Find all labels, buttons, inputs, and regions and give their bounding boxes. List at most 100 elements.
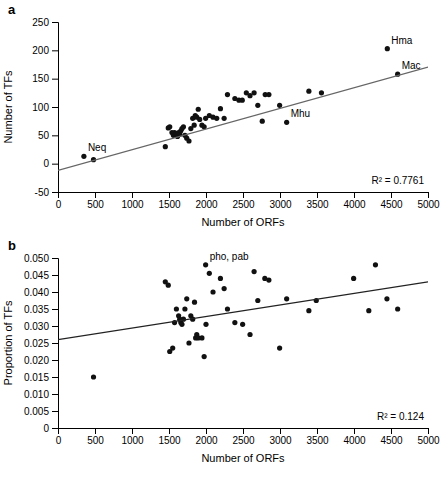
x-tick-label: 1000	[121, 435, 144, 446]
x-axis-title: Number of ORFs	[201, 216, 285, 228]
x-tick-mark	[95, 428, 96, 434]
x-tick-label: 3500	[306, 199, 329, 210]
point	[222, 116, 227, 121]
y-tick-mark	[52, 428, 58, 429]
plot-area	[58, 262, 428, 379]
y-tick: -50	[35, 187, 58, 198]
y-tick: 0	[43, 158, 58, 169]
point	[197, 117, 202, 122]
x-tick: 3500	[306, 192, 329, 210]
point	[266, 92, 271, 97]
x-tick-mark	[354, 192, 355, 198]
y-tick-mark	[52, 192, 58, 193]
y-tick-label: 0	[43, 423, 49, 434]
x-tick-mark	[169, 428, 170, 434]
point	[366, 308, 371, 313]
y-tick-mark	[52, 107, 58, 108]
point	[196, 107, 201, 112]
y-axis-title: Proportion of TFs	[2, 300, 14, 385]
y-tick-label: 0.045	[24, 270, 49, 281]
annotation: Neq	[88, 142, 106, 153]
x-tick: 3000	[269, 192, 292, 210]
x-tick: 4500	[380, 192, 403, 210]
x-tick-label: 4500	[380, 199, 403, 210]
point	[373, 262, 378, 267]
x-axis: 0500100015002000250030003500400045005000	[56, 428, 440, 446]
x-tick-label: 5000	[417, 435, 440, 446]
y-tick-mark	[52, 164, 58, 165]
point	[181, 124, 186, 129]
point	[225, 306, 230, 311]
x-tick-label: 2500	[232, 435, 255, 446]
y-tick-label: 150	[32, 73, 49, 84]
point	[163, 144, 168, 149]
point	[184, 296, 189, 301]
y-tick: 0.010	[24, 389, 58, 400]
point	[232, 320, 237, 325]
point	[319, 90, 324, 95]
x-tick-label: 5000	[417, 199, 440, 210]
panel-title: a	[8, 2, 16, 17]
x-tick-label: 4000	[343, 199, 366, 210]
y-tick-label: 0.025	[24, 338, 49, 349]
x-tick: 1000	[121, 428, 144, 446]
point	[203, 322, 208, 327]
point	[81, 154, 86, 159]
y-tick: 200	[32, 45, 58, 56]
x-tick-label: 3500	[306, 435, 329, 446]
y-tick-mark	[52, 22, 58, 23]
point	[384, 296, 389, 301]
point	[277, 103, 282, 108]
y-tick-label: 0	[43, 158, 49, 169]
y-tick: 0.030	[24, 321, 58, 332]
x-tick-label: 0	[56, 199, 62, 210]
plot-area	[58, 46, 428, 170]
x-tick: 1000	[121, 192, 144, 210]
x-tick-label: 3000	[269, 435, 292, 446]
point	[351, 276, 356, 281]
annotation: Mhu	[291, 108, 310, 119]
point	[222, 286, 227, 291]
y-tick-mark	[52, 50, 58, 51]
x-tick: 500	[87, 428, 104, 446]
x-tick: 0	[56, 428, 62, 446]
y-tick-mark	[52, 377, 58, 378]
x-tick-mark	[354, 428, 355, 434]
y-tick: 100	[32, 102, 58, 113]
x-tick-label: 4500	[380, 435, 403, 446]
x-tick-mark	[391, 192, 392, 198]
y-axis: 00.0050.0100.0150.0200.0250.0300.0350.04…	[24, 253, 59, 434]
annotation: R² = 0.124	[377, 411, 424, 422]
x-tick: 1500	[158, 192, 181, 210]
y-tick-mark	[52, 275, 58, 276]
y-tick-label: 0.020	[24, 355, 49, 366]
y-tick-mark	[52, 258, 58, 259]
point	[166, 283, 171, 288]
point	[192, 123, 197, 128]
point	[252, 90, 257, 95]
y-axis-line	[52, 259, 59, 429]
point	[218, 106, 223, 111]
y-tick: 150	[32, 73, 58, 84]
annotation: R² = 0.7761	[371, 175, 424, 186]
y-tick-mark	[52, 309, 58, 310]
point	[255, 298, 260, 303]
x-tick-mark	[132, 428, 133, 434]
x-axis-line	[59, 193, 429, 199]
x-tick: 3500	[306, 428, 329, 446]
x-tick: 2500	[232, 192, 255, 210]
y-tick-label: 0.040	[24, 287, 49, 298]
x-tick-label: 500	[87, 435, 104, 446]
y-tick-mark	[52, 326, 58, 327]
x-tick-label: 2000	[195, 199, 218, 210]
point	[210, 289, 215, 294]
x-tick-mark	[280, 192, 281, 198]
y-tick-mark	[52, 79, 58, 80]
x-tick-mark	[317, 192, 318, 198]
x-tick-label: 1000	[121, 199, 144, 210]
x-tick-label: 0	[56, 435, 62, 446]
point	[277, 346, 282, 351]
point	[240, 98, 245, 103]
y-tick: 250	[32, 17, 58, 28]
x-tick-mark	[169, 192, 170, 198]
